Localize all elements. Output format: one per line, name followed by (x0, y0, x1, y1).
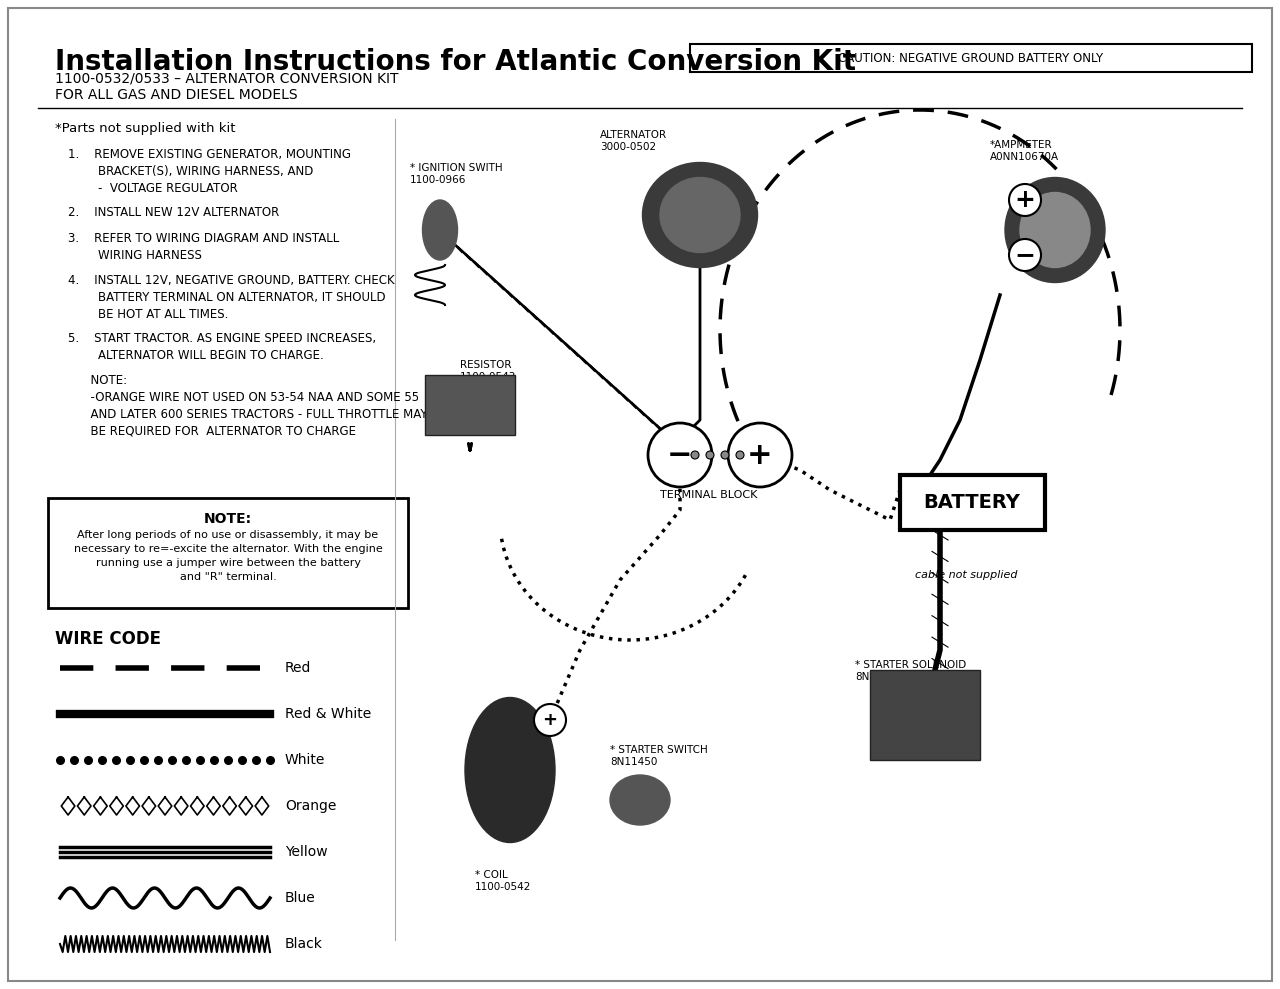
Text: * IGNITION SWITH
1100-0966: * IGNITION SWITH 1100-0966 (410, 163, 503, 185)
Text: 5.    START TRACTOR. AS ENGINE SPEED INCREASES,
        ALTERNATOR WILL BEGIN TO: 5. START TRACTOR. AS ENGINE SPEED INCREA… (68, 332, 376, 362)
Text: Yellow: Yellow (285, 845, 328, 859)
Ellipse shape (1005, 177, 1105, 283)
Bar (49, 498, 408, 608)
Text: * COIL
1100-0542: * COIL 1100-0542 (475, 870, 531, 892)
Text: Blue: Blue (285, 891, 316, 905)
Text: 1100-0532/0533 – ALTERNATOR CONVERSION KIT: 1100-0532/0533 – ALTERNATOR CONVERSION K… (55, 72, 398, 86)
Bar (900, 475, 1044, 530)
Bar (425, 375, 515, 435)
Circle shape (1009, 239, 1041, 271)
Text: 3.    REFER TO WIRING DIAGRAM AND INSTALL
        WIRING HARNESS: 3. REFER TO WIRING DIAGRAM AND INSTALL W… (68, 232, 339, 262)
Text: cable not supplied: cable not supplied (915, 570, 1018, 580)
Text: *Parts not supplied with kit: *Parts not supplied with kit (55, 122, 236, 135)
Text: ALTERNATOR
3000-0502: ALTERNATOR 3000-0502 (600, 130, 667, 151)
Text: Black: Black (285, 937, 323, 951)
Text: After long periods of no use or disassembly, it may be
necessary to re=-excite t: After long periods of no use or disassem… (74, 530, 383, 582)
Text: * STARTER SWITCH
8N11450: * STARTER SWITCH 8N11450 (611, 745, 708, 766)
Bar (870, 670, 980, 760)
Text: TERMINAL BLOCK: TERMINAL BLOCK (660, 490, 758, 500)
Text: +: + (1015, 188, 1036, 212)
Text: Orange: Orange (285, 799, 337, 813)
Ellipse shape (611, 775, 669, 825)
Circle shape (534, 704, 566, 736)
Text: 2.    INSTALL NEW 12V ALTERNATOR: 2. INSTALL NEW 12V ALTERNATOR (68, 206, 279, 219)
Circle shape (707, 451, 714, 459)
Text: +: + (543, 711, 558, 729)
Text: +: + (1016, 191, 1033, 210)
Text: 4.    INSTALL 12V, NEGATIVE GROUND, BATTERY. CHECK
        BATTERY TERMINAL ON A: 4. INSTALL 12V, NEGATIVE GROUND, BATTERY… (68, 274, 394, 321)
Text: CAUTION: NEGATIVE GROUND BATTERY ONLY: CAUTION: NEGATIVE GROUND BATTERY ONLY (838, 51, 1103, 64)
Ellipse shape (465, 697, 556, 843)
Text: Red & White: Red & White (285, 707, 371, 721)
Text: 1.    REMOVE EXISTING GENERATOR, MOUNTING
        BRACKET(S), WIRING HARNESS, AN: 1. REMOVE EXISTING GENERATOR, MOUNTING B… (68, 148, 351, 195)
Circle shape (1009, 184, 1041, 216)
Circle shape (648, 423, 712, 487)
Text: White: White (285, 753, 325, 767)
Circle shape (728, 423, 792, 487)
Ellipse shape (1020, 193, 1091, 267)
Ellipse shape (422, 200, 457, 260)
Text: *AMPMETER
A0NN10670A: *AMPMETER A0NN10670A (989, 140, 1059, 161)
Text: −: − (1015, 243, 1036, 267)
Text: −: − (1016, 245, 1034, 265)
Text: WIRE CODE: WIRE CODE (55, 630, 161, 648)
Text: * STARTER SOLENOID
8N11450: * STARTER SOLENOID 8N11450 (855, 660, 966, 681)
Text: −: − (667, 440, 692, 470)
Text: NOTE:
      -ORANGE WIRE NOT USED ON 53-54 NAA AND SOME 55
      AND LATER 600 S: NOTE: -ORANGE WIRE NOT USED ON 53-54 NAA… (68, 374, 428, 438)
Ellipse shape (643, 162, 758, 267)
Text: Red: Red (285, 661, 311, 675)
Text: +: + (748, 440, 773, 470)
Text: RESISTOR
1100-0543: RESISTOR 1100-0543 (460, 360, 516, 382)
Text: Installation Instructions for Atlantic Conversion Kit: Installation Instructions for Atlantic C… (55, 48, 856, 76)
Bar (690, 44, 1252, 72)
Text: NOTE:: NOTE: (204, 512, 252, 526)
Text: BATTERY: BATTERY (924, 493, 1020, 511)
Circle shape (721, 451, 730, 459)
Ellipse shape (660, 177, 740, 252)
Text: FOR ALL GAS AND DIESEL MODELS: FOR ALL GAS AND DIESEL MODELS (55, 88, 298, 102)
Circle shape (736, 451, 744, 459)
Circle shape (691, 451, 699, 459)
